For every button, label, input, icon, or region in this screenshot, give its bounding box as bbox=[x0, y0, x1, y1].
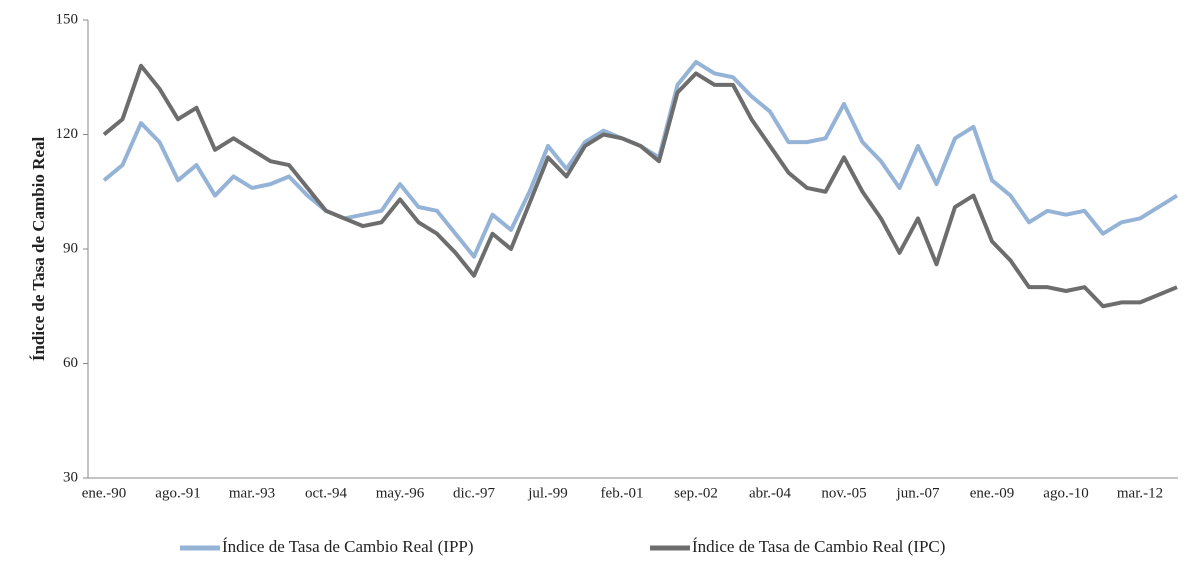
series-line bbox=[102, 63, 1178, 309]
y-tick-label: 90 bbox=[63, 240, 78, 256]
x-tick-label: ago.-10 bbox=[1043, 485, 1088, 501]
y-tick-label: 60 bbox=[63, 355, 78, 371]
legend-label: Índice de Tasa de Cambio Real (IPC) bbox=[692, 537, 945, 556]
y-axis-label: Índice de Tasa de Cambio Real bbox=[29, 137, 48, 362]
x-tick-label: ene.-09 bbox=[970, 485, 1015, 501]
x-tick-label: abr.-04 bbox=[749, 485, 792, 501]
x-tick-label: may.-96 bbox=[376, 485, 425, 501]
x-tick-label: feb.-01 bbox=[601, 485, 644, 501]
y-tick-label: 150 bbox=[56, 11, 79, 27]
x-tick-label: mar.-93 bbox=[229, 485, 275, 501]
x-tick-label: ago.-91 bbox=[155, 485, 200, 501]
x-tick-label: dic.-97 bbox=[453, 485, 496, 501]
x-tick-label: ene.-90 bbox=[82, 485, 127, 501]
y-tick-label: 120 bbox=[56, 126, 79, 142]
x-tick-label: sep.-02 bbox=[674, 485, 718, 501]
x-tick-label: jun.-07 bbox=[896, 485, 940, 501]
x-tick-label: mar.-12 bbox=[1117, 485, 1163, 501]
legend-label: Índice de Tasa de Cambio Real (IPP) bbox=[222, 537, 474, 556]
x-tick-label: nov.-05 bbox=[821, 485, 866, 501]
y-tick-label: 30 bbox=[63, 469, 78, 485]
x-tick-label: jul.-99 bbox=[527, 485, 568, 501]
x-tick-label: oct.-94 bbox=[305, 485, 348, 501]
